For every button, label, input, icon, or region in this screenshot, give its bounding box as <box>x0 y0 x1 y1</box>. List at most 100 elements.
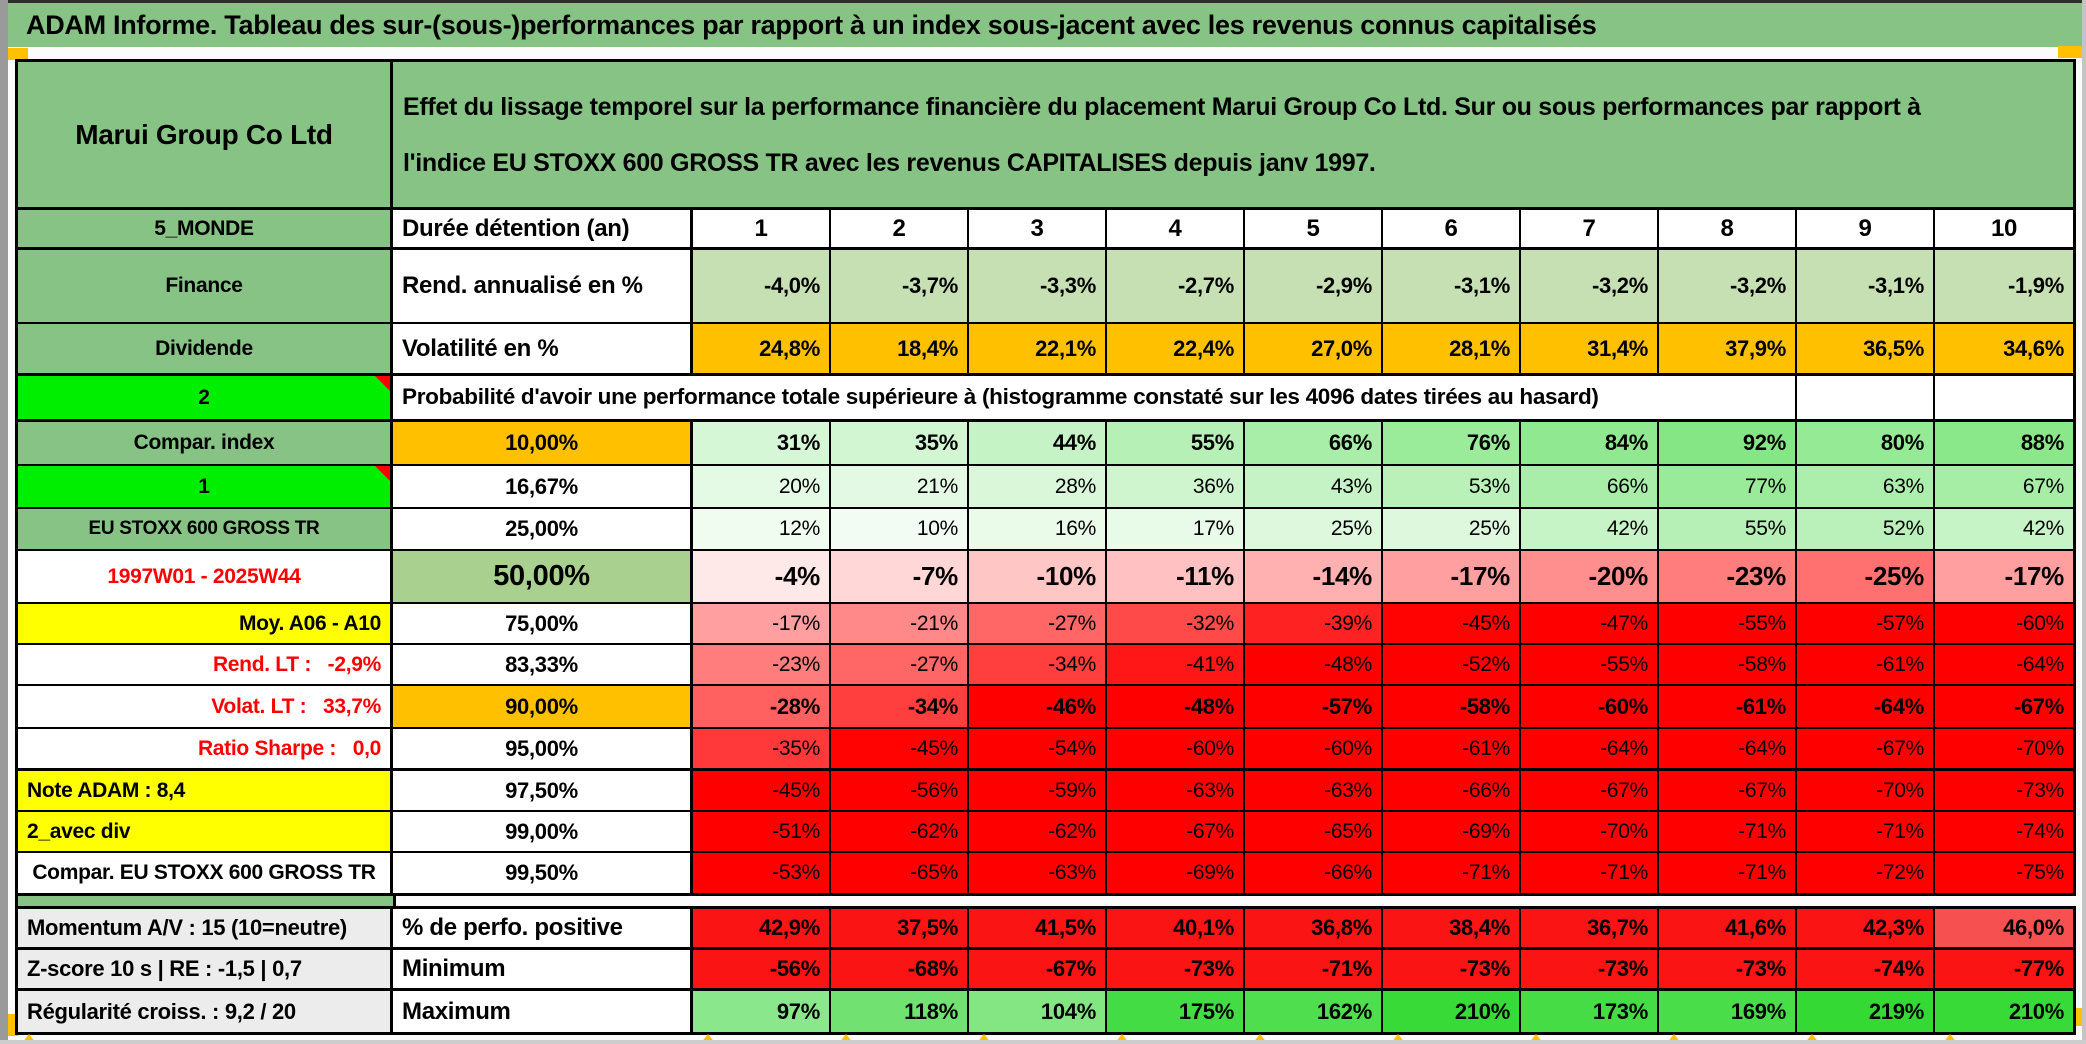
row-label-cell[interactable]: Volat. LT : 33,7% <box>18 686 393 729</box>
probability-threshold-cell[interactable]: 25,00% <box>393 509 693 551</box>
matrix-value-cell[interactable]: -64% <box>1935 645 2073 686</box>
stat-value-cell[interactable]: -3,7% <box>831 250 969 324</box>
summary-value-cell[interactable]: 104% <box>969 991 1107 1032</box>
stat-value-cell[interactable]: 22,1% <box>969 324 1107 376</box>
matrix-value-cell[interactable]: 92% <box>1659 422 1797 466</box>
stat-value-cell[interactable]: 18,4% <box>831 324 969 376</box>
matrix-value-cell[interactable]: -62% <box>969 812 1107 853</box>
stat-value-cell[interactable]: -1,9% <box>1935 250 2073 324</box>
summary-value-cell[interactable]: 41,6% <box>1659 909 1797 950</box>
matrix-value-cell[interactable]: 42% <box>1521 509 1659 551</box>
stat-value-cell[interactable]: -3,2% <box>1659 250 1797 324</box>
matrix-value-cell[interactable]: 28% <box>969 466 1107 509</box>
matrix-value-cell[interactable]: -71% <box>1659 853 1797 893</box>
matrix-value-cell[interactable]: -67% <box>1521 771 1659 812</box>
stat-value-cell[interactable]: -3,1% <box>1383 250 1521 324</box>
matrix-value-cell[interactable]: -62% <box>831 812 969 853</box>
matrix-value-cell[interactable]: 20% <box>693 466 831 509</box>
year-header-cell[interactable]: 7 <box>1521 210 1659 250</box>
summary-metric-cell[interactable]: Minimum <box>393 950 693 991</box>
summary-metric-cell[interactable]: % de perfo. positive <box>393 909 693 950</box>
summary-value-cell[interactable]: -73% <box>1659 950 1797 991</box>
matrix-value-cell[interactable]: 43% <box>1245 466 1383 509</box>
matrix-value-cell[interactable]: -61% <box>1383 729 1521 771</box>
matrix-value-cell[interactable]: -10% <box>969 551 1107 604</box>
matrix-value-cell[interactable]: -67% <box>1659 771 1797 812</box>
row-label-cell[interactable]: Compar. index <box>18 422 393 466</box>
matrix-value-cell[interactable]: -69% <box>1383 812 1521 853</box>
matrix-value-cell[interactable]: -48% <box>1245 645 1383 686</box>
matrix-value-cell[interactable]: -51% <box>693 812 831 853</box>
matrix-value-cell[interactable]: -73% <box>1935 771 2073 812</box>
summary-value-cell[interactable]: -77% <box>1935 950 2073 991</box>
sheet-tag-cell[interactable]: 5_MONDE <box>18 210 393 250</box>
matrix-value-cell[interactable]: 66% <box>1245 422 1383 466</box>
row-label-cell[interactable]: Dividende <box>18 324 393 376</box>
matrix-value-cell[interactable]: -14% <box>1245 551 1383 604</box>
matrix-value-cell[interactable]: -64% <box>1659 729 1797 771</box>
row-label-cell[interactable]: Compar. EU STOXX 600 GROSS TR <box>18 853 393 893</box>
summary-label-cell[interactable]: Momentum A/V : 15 (10=neutre) <box>18 909 393 950</box>
probability-threshold-cell[interactable]: 75,00% <box>393 604 693 645</box>
stat-value-cell[interactable]: -3,2% <box>1521 250 1659 324</box>
matrix-value-cell[interactable]: 63% <box>1797 466 1935 509</box>
summary-value-cell[interactable]: 97% <box>693 991 831 1032</box>
matrix-value-cell[interactable]: -60% <box>1245 729 1383 771</box>
year-header-cell[interactable]: 3 <box>969 210 1107 250</box>
matrix-value-cell[interactable]: -17% <box>1935 551 2073 604</box>
summary-value-cell[interactable]: -74% <box>1797 950 1935 991</box>
summary-value-cell[interactable]: 42,9% <box>693 909 831 950</box>
summary-metric-cell[interactable]: Maximum <box>393 991 693 1032</box>
matrix-value-cell[interactable]: -67% <box>1797 729 1935 771</box>
matrix-value-cell[interactable]: -7% <box>831 551 969 604</box>
matrix-value-cell[interactable]: -61% <box>1797 645 1935 686</box>
matrix-value-cell[interactable]: 12% <box>693 509 831 551</box>
empty-cell[interactable] <box>1797 376 1935 422</box>
summary-value-cell[interactable]: 219% <box>1797 991 1935 1032</box>
probability-threshold-cell[interactable]: 83,33% <box>393 645 693 686</box>
matrix-value-cell[interactable]: -32% <box>1107 604 1245 645</box>
summary-value-cell[interactable]: 210% <box>1383 991 1521 1032</box>
matrix-value-cell[interactable]: -47% <box>1521 604 1659 645</box>
matrix-value-cell[interactable]: -63% <box>1107 771 1245 812</box>
matrix-value-cell[interactable]: 25% <box>1245 509 1383 551</box>
stat-value-cell[interactable]: -2,9% <box>1245 250 1383 324</box>
summary-value-cell[interactable]: 169% <box>1659 991 1797 1032</box>
matrix-value-cell[interactable]: -63% <box>1245 771 1383 812</box>
summary-value-cell[interactable]: -73% <box>1521 950 1659 991</box>
matrix-value-cell[interactable]: -57% <box>1245 686 1383 729</box>
year-header-cell[interactable]: 4 <box>1107 210 1245 250</box>
summary-value-cell[interactable]: -56% <box>693 950 831 991</box>
matrix-value-cell[interactable]: -71% <box>1383 853 1521 893</box>
stat-value-cell[interactable]: 22,4% <box>1107 324 1245 376</box>
matrix-value-cell[interactable]: -55% <box>1521 645 1659 686</box>
year-header-cell[interactable]: 8 <box>1659 210 1797 250</box>
stat-value-cell[interactable]: -3,1% <box>1797 250 1935 324</box>
metric-label-cell[interactable]: Volatilité en % <box>393 324 693 376</box>
matrix-value-cell[interactable]: -63% <box>969 853 1107 893</box>
row-label-cell[interactable]: Note ADAM : 8,4 <box>18 771 393 812</box>
matrix-value-cell[interactable]: -60% <box>1107 729 1245 771</box>
summary-value-cell[interactable]: -68% <box>831 950 969 991</box>
stat-value-cell[interactable]: 37,9% <box>1659 324 1797 376</box>
matrix-value-cell[interactable]: -27% <box>969 604 1107 645</box>
stat-value-cell[interactable]: -2,7% <box>1107 250 1245 324</box>
row-label-cell[interactable]: 2_avec div <box>18 812 393 853</box>
matrix-value-cell[interactable]: -11% <box>1107 551 1245 604</box>
summary-value-cell[interactable]: 42,3% <box>1797 909 1935 950</box>
year-header-cell[interactable]: 2 <box>831 210 969 250</box>
matrix-value-cell[interactable]: -58% <box>1659 645 1797 686</box>
summary-label-cell[interactable]: Régularité croiss. : 9,2 / 20 <box>18 991 393 1032</box>
matrix-value-cell[interactable]: -59% <box>969 771 1107 812</box>
row-label-cell[interactable]: 1997W01 - 2025W44 <box>18 551 393 604</box>
matrix-value-cell[interactable]: -67% <box>1935 686 2073 729</box>
matrix-value-cell[interactable]: 76% <box>1383 422 1521 466</box>
matrix-value-cell[interactable]: -28% <box>693 686 831 729</box>
row-label-cell[interactable]: Rend. LT : -2,9% <box>18 645 393 686</box>
company-name-cell[interactable]: Marui Group Co Ltd <box>18 62 393 210</box>
stat-value-cell[interactable]: 27,0% <box>1245 324 1383 376</box>
year-header-cell[interactable]: 6 <box>1383 210 1521 250</box>
matrix-value-cell[interactable]: -4% <box>693 551 831 604</box>
matrix-value-cell[interactable]: 80% <box>1797 422 1935 466</box>
matrix-value-cell[interactable]: -53% <box>693 853 831 893</box>
